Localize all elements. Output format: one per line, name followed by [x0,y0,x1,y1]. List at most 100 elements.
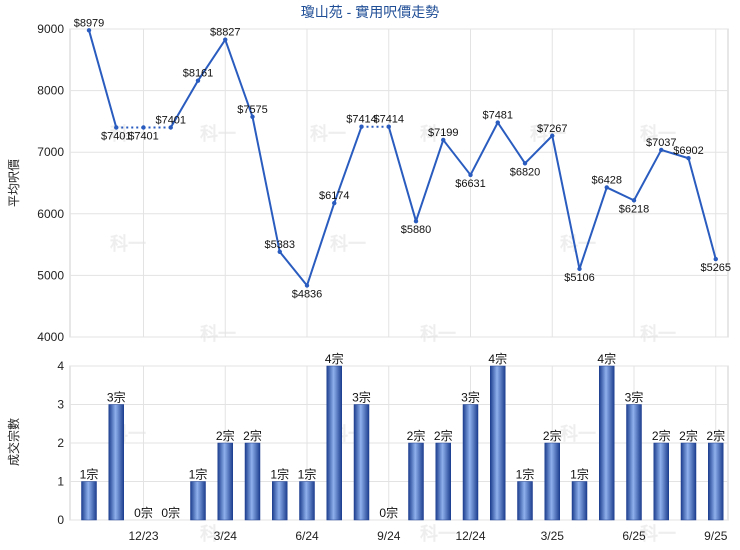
price-point [713,256,718,262]
price-line-segment [578,187,608,270]
bar [108,404,124,521]
bar-value-label: 3宗 [461,390,480,405]
price-data-label: $6902 [673,145,704,157]
price-point [168,125,173,130]
price-data-label: $6428 [591,174,622,186]
price-point [386,124,391,129]
price-point [468,172,473,178]
bar-value-label: 4宗 [325,351,344,366]
watermark-text: 科一 [310,123,346,144]
price-line-segment [524,135,553,164]
watermark-text: 科一 [200,323,236,344]
watermark-text: 科一 [200,523,236,544]
price-line-segment [224,39,254,118]
price-point [604,185,609,190]
bar [299,481,315,521]
price-data-label: $6218 [619,203,650,215]
price-data-label: $7401 [155,114,186,126]
line-y-tick-label: 7000 [37,145,64,159]
price-point [577,266,582,272]
bar [462,404,479,521]
watermark-text: 科一 [200,123,236,144]
watermark-text: 科一 [110,233,146,254]
bar-value-label: 1宗 [270,467,289,482]
x-tick-label: 6/25 [622,529,646,543]
price-data-label: $6631 [455,178,486,190]
bar-value-label: 4宗 [597,351,616,366]
price-point [495,120,500,125]
price-line-segment [278,251,308,287]
watermark-text: 科一 [560,423,596,444]
price-point [332,200,337,206]
line-y-tick-label: 9000 [37,22,64,36]
watermark-text: 科一 [330,233,366,254]
price-line-segment [442,139,472,176]
bar-chart-y-axis-label: 成交宗數 [6,418,21,466]
bar [190,481,206,521]
price-point [522,161,528,166]
price-line-segment [687,157,717,260]
price-data-label: $7199 [428,127,459,139]
price-point [250,114,255,119]
price-point [413,218,419,224]
x-tick-label: 9/25 [704,529,728,543]
bar-value-label: 4宗 [488,351,507,366]
price-data-label: $6174 [319,190,350,202]
bar-value-label: 2宗 [543,428,562,443]
bar-y-tick-label: 4 [57,359,64,373]
price-point [659,147,664,153]
price-data-label: $8979 [74,17,105,29]
bar [435,442,451,521]
price-line-segment [469,122,499,176]
bar-value-label: 2宗 [706,428,725,443]
watermark-text: 科一 [640,123,676,144]
price-point [686,156,691,161]
price-data-label: $5265 [700,262,731,274]
price-point [631,198,637,203]
price-line-segment [633,149,663,201]
price-data-label: $8827 [210,27,241,39]
bar-value-label: 0宗 [379,505,398,520]
bar-value-label: 2宗 [434,428,453,443]
chart-title: 瓊山苑 - 實用呎價走勢 [301,4,439,20]
line-y-tick-label: 5000 [37,268,64,282]
watermark-text: 科一 [420,323,456,344]
price-point [223,37,228,42]
price-data-label: $7481 [482,110,513,122]
bar [272,481,288,521]
price-line-segment [415,139,445,222]
price-point [86,28,92,33]
price-data-label: $5880 [401,224,432,236]
watermark-text: 科一 [640,323,676,344]
price-data-label: $7037 [646,137,677,149]
price-point [277,249,282,255]
bar-value-label: 3宗 [107,390,126,405]
bar-value-label: 3宗 [625,390,644,405]
bar-y-tick-label: 2 [57,436,64,450]
bar-value-label: 1宗 [516,467,535,482]
watermark-text: 科一 [420,523,456,544]
bar [653,442,669,521]
price-point [195,78,201,83]
bar-value-label: 1宗 [570,467,589,482]
price-point [441,137,446,143]
price-line-segment [496,122,526,164]
price-point [114,125,119,130]
bar [626,404,642,521]
price-data-label: $7267 [537,123,568,135]
bar-value-label: 1宗 [80,467,99,482]
bar [571,481,588,521]
bar-value-label: 1宗 [189,467,208,482]
price-line-segment [387,126,417,222]
price-data-label: $5383 [264,239,295,251]
price-data-label: $5106 [564,272,595,284]
price-point [359,124,364,129]
price-line-segment [660,148,689,160]
line-y-tick-label: 8000 [37,84,64,98]
price-data-label: $7401 [128,130,159,142]
bar-y-tick-label: 3 [57,398,64,412]
bar [81,481,97,521]
bar-value-label: 2宗 [652,428,671,443]
